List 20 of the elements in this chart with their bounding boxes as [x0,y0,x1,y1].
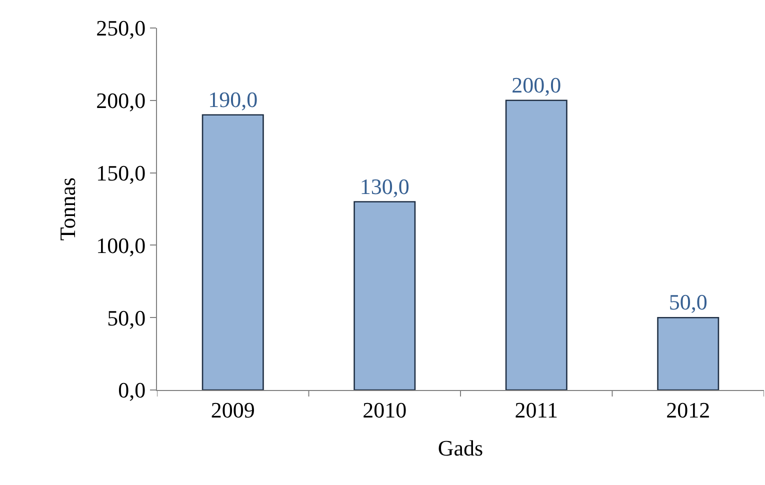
data-label: 50,0 [668,290,708,315]
data-label: 200,0 [512,72,562,98]
y-tick-label: 100,0 [96,232,146,258]
y-tick-label: 250,0 [96,16,146,41]
y-tick-label: 0,0 [118,378,146,403]
y-tick-label: 150,0 [96,160,146,186]
data-label: 130,0 [360,174,410,199]
bar [202,114,264,390]
x-tick-label: 2009 [210,397,255,422]
data-label: 190,0 [208,86,258,112]
bar [354,201,416,390]
x-axis-title: Gads [438,435,484,460]
x-tick-label: 2010 [362,397,407,422]
x-tick-label: 2011 [514,397,558,422]
bar [657,316,720,390]
y-tick-label: 200,0 [96,88,146,114]
y-tick-label: 50,0 [107,305,146,330]
bar [505,100,568,390]
x-tick-label: 2012 [666,397,710,422]
y-axis-title: Tonnas [54,177,80,241]
